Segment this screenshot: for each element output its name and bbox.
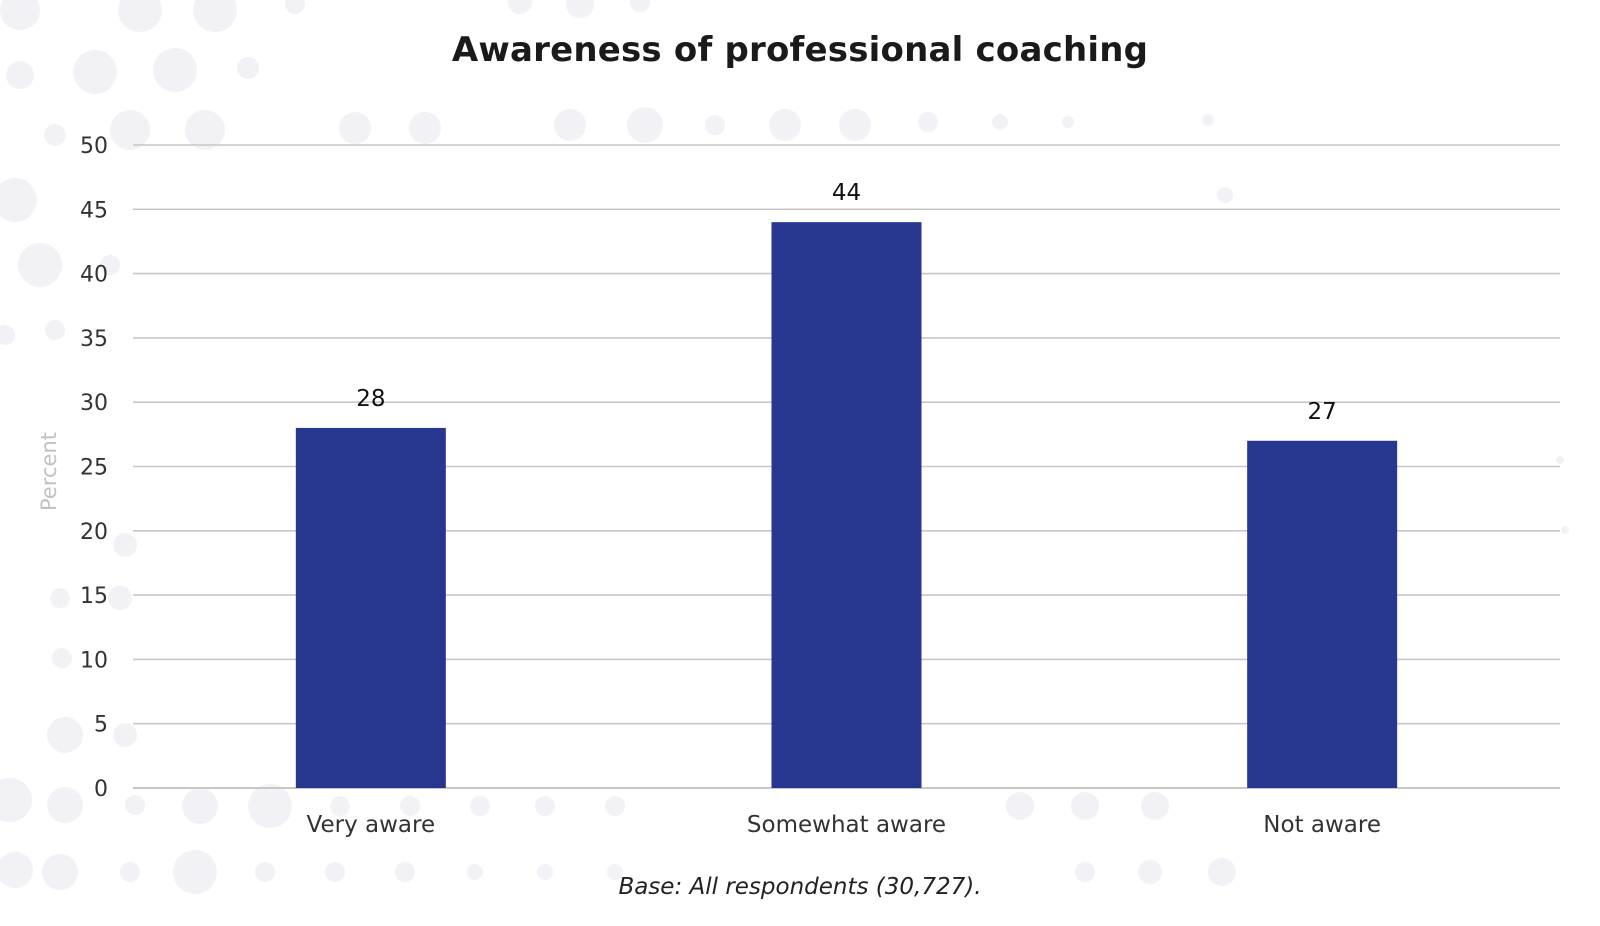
x-axis-categories: Very aware Somewhat aware Not aware [307,812,1381,838]
background-dot [50,588,70,608]
background-dot [395,862,415,882]
y-axis-ticks: 0 5 10 15 20 25 30 35 40 45 50 [80,134,108,802]
base-note: Base: All respondents (30,727). [618,874,982,900]
background-dot [470,796,490,816]
background-dot [255,862,275,882]
y-tick-label: 25 [80,456,108,481]
background-dot [1217,187,1233,203]
background-dot [918,112,938,132]
background-dot [992,114,1008,130]
background-dot [1208,858,1236,886]
background-dot [0,178,37,222]
background-dot [566,0,594,18]
background-dot [554,109,586,141]
y-tick-label: 50 [80,134,108,159]
background-dot [47,717,83,753]
background-dot [508,0,532,14]
background-dot [120,862,140,882]
background-dot [113,723,137,747]
background-dot [18,243,62,287]
data-label: 44 [832,180,861,206]
data-label: 28 [356,386,385,412]
background-dot [108,586,132,610]
data-label: 27 [1308,399,1337,425]
background-dot [330,796,350,816]
background-dot [537,864,553,880]
background-dot [118,0,162,32]
background-dot [339,112,371,144]
background-dot [100,255,120,275]
background-dot [237,57,259,79]
background-dot [535,796,555,816]
background-dot [630,0,650,12]
background-dot [47,787,83,823]
y-tick-label: 5 [94,713,108,738]
y-tick-label: 0 [94,777,108,802]
background-dot [839,109,871,141]
x-category-label: Somewhat aware [747,812,946,838]
background-dot [0,852,33,888]
background-dot [0,778,32,822]
background-dot [769,109,801,141]
background-dot [605,796,625,816]
background-dot [185,110,225,150]
chart-title: Awareness of professional coaching [451,30,1149,70]
y-tick-label: 45 [80,198,108,223]
background-dot [113,533,137,557]
background-dot [1006,792,1034,820]
background-dot [705,115,725,135]
bar [1247,440,1398,788]
background-dot [607,864,623,880]
background-dot [409,112,441,144]
background-dot [325,862,345,882]
y-tick-label: 30 [80,391,108,416]
x-category-label: Not aware [1263,812,1381,838]
y-tick-label: 10 [80,648,108,673]
background-dot [400,796,420,816]
background-dot [1561,526,1569,534]
y-tick-label: 15 [80,584,108,609]
bars [295,222,1398,788]
background-dot [182,788,218,824]
bar [295,427,446,788]
background-dot [1556,456,1564,464]
background-dot [73,50,117,94]
background-dot [1202,114,1214,126]
background-dot [1141,792,1169,820]
data-labels: 28 44 27 [356,180,1337,425]
background-dot [52,648,72,668]
background-dot [0,0,40,30]
y-tick-label: 35 [80,327,108,352]
background-dot [1138,860,1162,884]
background-dot [1075,862,1095,882]
x-category-label: Very aware [307,812,436,838]
background-dot [285,0,305,14]
y-tick-label: 40 [80,263,108,288]
background-dot [110,110,150,150]
background-dot [45,320,65,340]
background-dot [6,61,34,89]
background-dot [248,784,292,828]
background-dot [173,850,217,894]
bar [771,222,922,788]
background-dot [1062,116,1074,128]
y-tick-label: 20 [80,520,108,545]
background-dot [125,795,145,815]
background-dot [42,854,78,890]
background-dot [1071,792,1099,820]
background-dot [153,48,197,92]
background-dot [0,325,15,345]
background-dot [44,124,66,146]
background-dot [193,0,237,32]
background-dot [467,864,483,880]
y-axis-title: Percent [37,432,61,511]
background-dot [627,107,663,143]
